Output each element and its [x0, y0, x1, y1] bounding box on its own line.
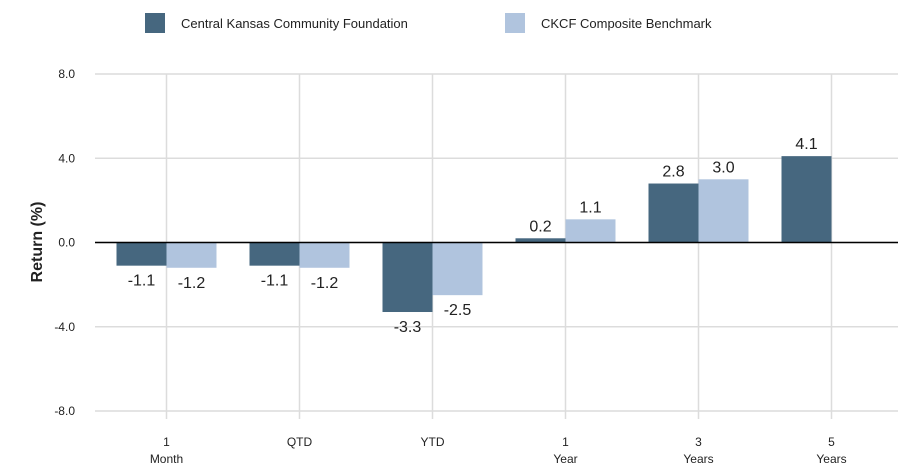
- bar: [698, 179, 749, 243]
- bar: [648, 183, 699, 243]
- bar: [781, 156, 832, 243]
- value-label: 0.2: [529, 218, 551, 235]
- legend-swatch: [145, 13, 165, 33]
- legend-swatch: [505, 13, 525, 33]
- bar: [565, 219, 616, 243]
- value-label: -1.1: [261, 273, 289, 290]
- y-tick-label: -4.0: [54, 320, 75, 334]
- value-label: 3.0: [712, 159, 734, 176]
- x-tick-label: QTD: [287, 435, 313, 449]
- bar: [299, 242, 350, 268]
- legend-label: Central Kansas Community Foundation: [181, 16, 408, 31]
- x-tick-label: 3 Years: [683, 435, 713, 466]
- x-tick-label: YTD: [421, 435, 445, 449]
- value-label: 2.8: [662, 164, 684, 181]
- value-label: -1.2: [178, 275, 206, 292]
- x-tick-label: 1 Year: [553, 435, 577, 466]
- bar: [249, 242, 300, 266]
- y-axis-label: Return (%): [29, 202, 46, 283]
- value-label: -1.2: [311, 275, 339, 292]
- value-label: -3.3: [394, 319, 422, 336]
- bar: [515, 238, 566, 243]
- bar: [432, 242, 483, 296]
- legend-label: CKCF Composite Benchmark: [541, 16, 712, 31]
- x-tick-label: 5 Years: [816, 435, 846, 466]
- y-tick-label: 8.0: [58, 67, 75, 81]
- value-label: -2.5: [444, 302, 472, 319]
- bar: [116, 242, 167, 266]
- value-label: -1.1: [128, 273, 156, 290]
- value-label: 1.1: [579, 199, 601, 216]
- y-tick-label: 4.0: [58, 151, 75, 165]
- bar: [166, 242, 217, 268]
- bar: [382, 242, 433, 313]
- y-tick-label: -8.0: [54, 404, 75, 418]
- value-label: 4.1: [795, 136, 817, 153]
- y-tick-label: 0.0: [58, 236, 75, 250]
- x-tick-label: 1 Month: [150, 435, 183, 466]
